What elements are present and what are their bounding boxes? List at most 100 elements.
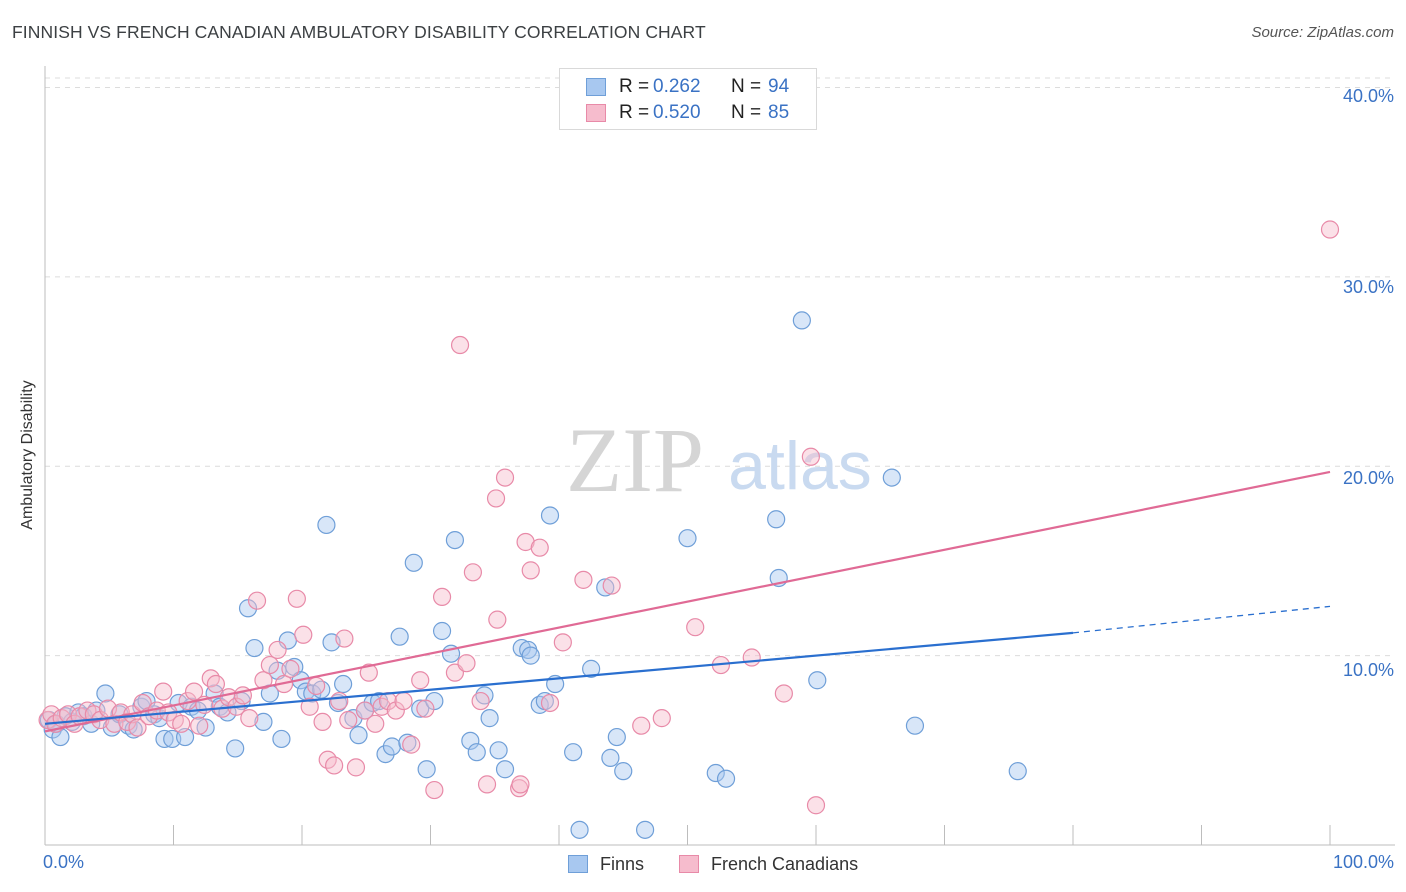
finns-point-32 <box>245 638 264 658</box>
finns-swatch <box>586 78 606 96</box>
finns-point-52 <box>376 744 395 764</box>
finns-point-43 <box>317 515 336 535</box>
french-point-85 <box>742 648 761 667</box>
finns-point-36 <box>272 729 291 749</box>
finns-n-value: 94 <box>768 76 790 97</box>
french-point-43 <box>307 676 326 696</box>
french-point-73 <box>511 775 530 794</box>
finns-point-46 <box>334 674 353 694</box>
french-point-66 <box>463 563 483 582</box>
french-point-22 <box>172 714 191 733</box>
finns-point-64 <box>467 743 486 762</box>
legend-item-french[interactable]: French Canadians <box>679 851 858 877</box>
x-tick-label-min: 0.0% <box>43 852 85 872</box>
french-point-53 <box>366 714 385 733</box>
french-point-77 <box>540 693 560 713</box>
french-point-78 <box>553 633 572 652</box>
finns-n-label: N = <box>731 76 762 97</box>
finns-point-79 <box>596 578 615 597</box>
finns-point-62 <box>445 530 465 550</box>
legend-row-french: R = 0.520 N = 85 <box>586 100 789 126</box>
french-point-81 <box>632 716 651 735</box>
french-trend-line <box>44 470 1331 733</box>
french-point-47 <box>330 691 349 711</box>
x-tick-label-max: 100.0% <box>1332 852 1394 872</box>
finns-r-label: R = <box>619 76 650 97</box>
french-point-28 <box>206 674 226 694</box>
french-swatch <box>586 104 606 122</box>
french-point-65 <box>457 654 476 673</box>
finns-point-82 <box>614 762 633 781</box>
french-point-40 <box>287 589 306 608</box>
french-point-37 <box>268 640 287 660</box>
french-point-68 <box>477 775 497 794</box>
french-point-87 <box>801 447 820 466</box>
french-point-62 <box>432 587 452 607</box>
finns-point-54 <box>390 627 409 646</box>
french-point-70 <box>488 610 507 629</box>
french-point-80 <box>602 576 621 595</box>
legend-item-finns[interactable]: Finns <box>568 851 644 877</box>
finns-point-60 <box>432 621 452 641</box>
finns-point-58 <box>417 760 436 779</box>
finns-point-87 <box>767 510 786 529</box>
finns-point-66 <box>480 709 499 728</box>
french-point-67 <box>471 691 490 711</box>
finns-point-33 <box>254 712 273 732</box>
finns-point-81 <box>607 727 626 747</box>
finns-point-57 <box>411 699 430 718</box>
french-point-25 <box>190 716 209 735</box>
french-r-value: 0.520 <box>653 102 701 123</box>
finns-point-19 <box>155 729 174 749</box>
watermark-zip: ZIP <box>566 409 704 511</box>
watermark-atlas: atlas <box>728 428 872 504</box>
french-point-82 <box>652 709 671 728</box>
y-tick-label-10: 10.0% <box>1342 660 1394 680</box>
finns-point-92 <box>905 716 925 735</box>
french-legend-swatch <box>679 855 699 873</box>
gridlines <box>45 77 1395 657</box>
french-point-42 <box>300 697 319 716</box>
finns-point-84 <box>678 529 697 548</box>
finns-point-77 <box>570 820 589 839</box>
finns-point-74 <box>540 506 560 525</box>
french-point-71 <box>495 468 515 487</box>
french-point-86 <box>774 684 793 703</box>
finns-point-10 <box>96 684 115 703</box>
series-legend: Finns French Canadians <box>0 851 1406 877</box>
y-tick-label-40: 40.0% <box>1342 86 1394 106</box>
french-point-69 <box>486 489 506 508</box>
finns-point-53 <box>382 737 402 756</box>
french-point-24 <box>184 682 204 701</box>
french-point-19 <box>154 682 173 701</box>
y-tick-label-20: 20.0% <box>1342 468 1394 488</box>
finns-point-67 <box>489 741 508 760</box>
french-point-89 <box>1320 220 1340 239</box>
french-r-label: R = <box>619 102 650 123</box>
french-legend-label: French Canadians <box>711 853 859 874</box>
french-point-39 <box>281 659 300 678</box>
finns-point-89 <box>792 311 811 330</box>
french-point-46 <box>325 756 344 775</box>
french-point-83 <box>686 618 705 637</box>
french-point-56 <box>386 701 405 720</box>
chart-title: FINNISH VS FRENCH CANADIAN AMBULATORY DI… <box>12 22 706 42</box>
finns-point-63 <box>461 731 480 750</box>
french-point-15 <box>128 718 147 737</box>
finns-legend-label: Finns <box>600 853 645 874</box>
french-point-49 <box>339 710 358 730</box>
finns-point-68 <box>495 760 515 779</box>
finns-point-48 <box>349 726 368 745</box>
finns-point-86 <box>716 769 736 788</box>
axes <box>44 66 1395 846</box>
trend-lines <box>44 470 1331 733</box>
french-point-57 <box>394 691 413 711</box>
finns-point-76 <box>564 743 583 762</box>
french-point-64 <box>450 335 470 355</box>
finns-point-25 <box>196 718 215 737</box>
french-point-48 <box>335 629 354 648</box>
finns-point-91 <box>882 468 901 487</box>
y-tick-label-30: 30.0% <box>1342 277 1394 297</box>
french-n-value: 85 <box>768 102 790 123</box>
